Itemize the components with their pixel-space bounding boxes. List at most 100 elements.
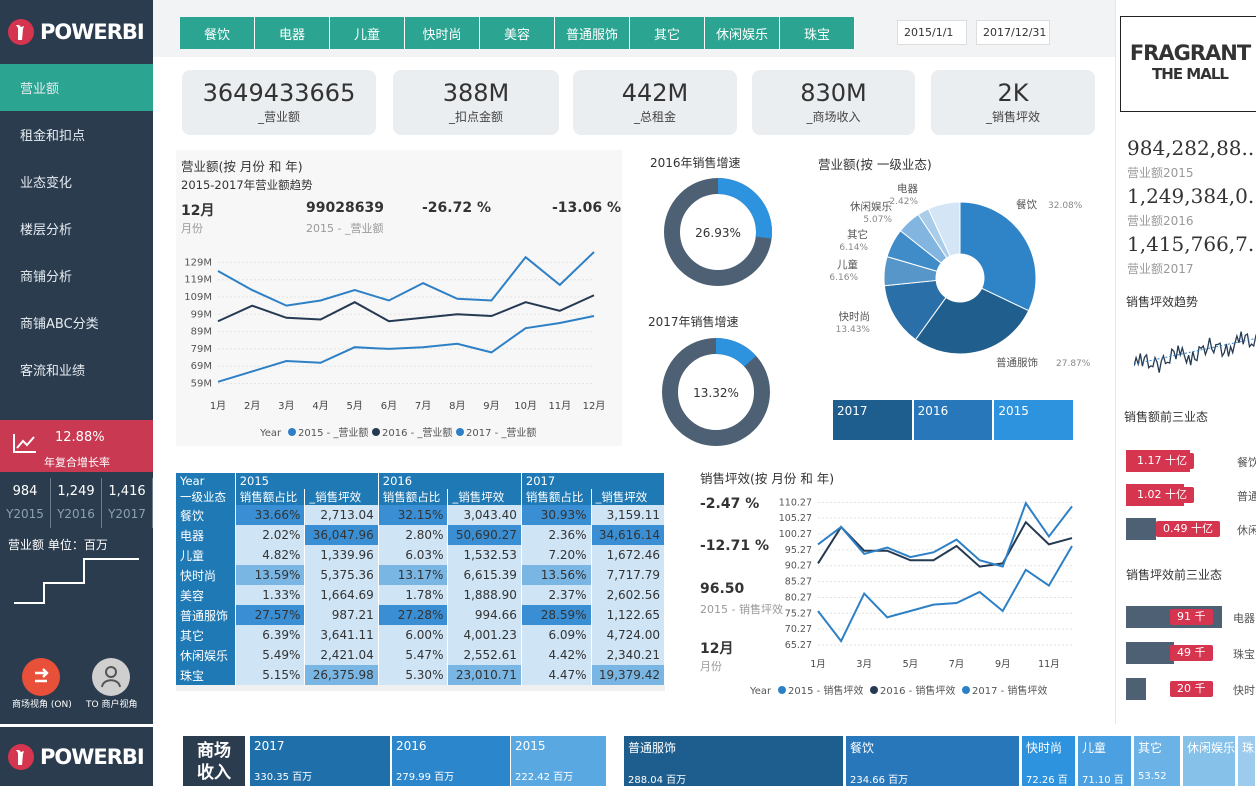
matrix-cell: 1,664.69 <box>304 585 379 605</box>
category-button-4[interactable]: 美容 <box>480 17 555 49</box>
tenant-view-button[interactable] <box>92 658 130 696</box>
y-tick-label: 129M <box>184 257 212 268</box>
treemap-sub: 71.10 百 <box>1082 775 1124 786</box>
x-tick-label: 6月 <box>381 400 397 412</box>
matrix-header-cat: 一级业态 <box>176 489 236 505</box>
top-name: 休闲娱 <box>1237 524 1256 537</box>
unit-label: 营业额 单位：百万 <box>8 538 108 552</box>
y-tick-label: 100.27 <box>779 529 812 540</box>
category-matrix: Year 2015 2016 2017 一级业态 销售额占比 _销售坪效 销售额占比 _销售坪效… <box>176 473 666 691</box>
matrix-cell: 2.37% <box>521 585 592 605</box>
matrix-cell: 4.47% <box>521 665 592 685</box>
matrix-cell: 6.03% <box>378 545 449 565</box>
bottom-strip: POWERBI 商场 收入 2017 330.35 百万 2016 279.99 百万… <box>0 727 1256 786</box>
top-name: 电器 <box>1233 612 1255 625</box>
year-slicer: 2017 2016 2015 <box>833 400 1076 440</box>
sidebar-item-3[interactable]: 楼层分析 <box>20 223 73 238</box>
kpi-label: _营业额 <box>257 110 300 124</box>
treemap-sub: 330.35 百万 <box>254 772 313 783</box>
pie-label-name: 普通服饰 <box>996 356 1038 369</box>
donut-2017-title: 2017年销售增速 <box>648 315 739 329</box>
matrix-cell: 5,375.36 <box>304 565 379 585</box>
matrix-row-name: 休闲娱乐 <box>176 645 236 665</box>
category-button-2[interactable]: 儿童 <box>330 17 405 49</box>
treemap-cat-3[interactable]: 儿童 71.10 百 <box>1078 736 1132 786</box>
pie-label-name: 电器 <box>897 182 918 195</box>
top3b-title: 销售坪效前三业态 <box>1126 568 1223 582</box>
sidebar-item-5[interactable]: 商铺ABC分类 <box>20 317 99 332</box>
sidebar-item-6[interactable]: 客流和业绩 <box>20 364 86 379</box>
legend-dot <box>456 428 464 436</box>
sidebar-item-4[interactable]: 商铺分析 <box>20 270 73 285</box>
y-tick-label: 90.27 <box>785 561 812 572</box>
category-button-0[interactable]: 餐饮 <box>180 17 255 49</box>
matrix-row-name: 其它 <box>176 625 236 645</box>
treemap-sub <box>1238 759 1255 771</box>
pie-slice-7[interactable] <box>927 201 961 257</box>
sidebar-item-1[interactable]: 租金和扣点 <box>20 129 86 144</box>
pie-label-name: 快时尚 <box>839 310 871 323</box>
trend-subtitle: 2015-2017年营业额趋势 <box>181 178 313 192</box>
mall-view-button[interactable] <box>22 658 60 696</box>
brand-line1: FRAGRANT <box>1129 41 1251 65</box>
legend-dot <box>288 428 296 436</box>
year-stat: 984 Y2015 <box>0 478 51 528</box>
category-button-5[interactable]: 普通服饰 <box>555 17 630 49</box>
date-end-input[interactable]: 2017/12/31 <box>976 20 1050 45</box>
legend-entry: 2017 - 销售坪效 <box>972 684 1047 697</box>
treemap-cat-2[interactable]: 快时尚 72.26 百 <box>1022 736 1076 786</box>
donut-label: 26.93% <box>695 226 741 240</box>
category-button-8[interactable]: 珠宝 <box>780 17 855 49</box>
treemap-year-2016[interactable]: 2016 279.99 百万 <box>392 736 510 786</box>
sidebar-item-0[interactable]: 营业额 <box>0 64 153 111</box>
date-start-input[interactable]: 2015/1/1 <box>897 20 967 45</box>
matrix-col-pingxiao: _销售坪效 <box>591 489 666 505</box>
y-tick-label: 109M <box>184 292 212 303</box>
treemap-cat-1[interactable]: 餐饮 234.66 百万 <box>846 736 1020 786</box>
trend-title: 营业额(按 月份 和 年) <box>181 159 303 174</box>
logo-text: POWERBI <box>40 20 145 44</box>
matrix-cell: 994.66 <box>447 605 522 625</box>
x-tick-label: 5月 <box>347 400 363 412</box>
series-line-2 <box>817 501 1073 568</box>
matrix-cell: 6,615.39 <box>447 565 522 585</box>
year-slicer-button-2016[interactable]: 2016 <box>913 400 995 440</box>
matrix-cell: 2,340.21 <box>591 645 666 665</box>
x-tick-label: 1月 <box>810 659 826 670</box>
treemap-cat-5[interactable]: 休闲娱乐 <box>1183 736 1236 786</box>
category-button-3[interactable]: 快时尚 <box>405 17 480 49</box>
category-button-7[interactable]: 休闲娱乐 <box>705 17 780 49</box>
legend-dot <box>870 686 878 694</box>
sidebar-item-2[interactable]: 业态变化 <box>20 176 73 191</box>
pie-slice-0[interactable] <box>959 201 1037 312</box>
treemap-cat-4[interactable]: 其它 53.52 <box>1134 736 1181 786</box>
pingxiao-month-label: 月份 <box>700 660 722 673</box>
kpi-card: 2K _销售坪效 <box>931 70 1095 135</box>
x-tick-label: 5月 <box>903 659 919 670</box>
category-button-6[interactable]: 其它 <box>630 17 705 49</box>
x-tick-label: 2月 <box>244 400 260 412</box>
year-slicer-button-2017[interactable]: 2017 <box>833 400 914 440</box>
treemap-year-2017[interactable]: 2017 330.35 百万 <box>250 736 390 786</box>
donut-label: 13.32% <box>693 386 739 400</box>
sparkline-trend <box>1134 337 1256 365</box>
pie-slice-1[interactable] <box>914 287 1030 355</box>
treemap-cat-0[interactable]: 普通服饰 288.04 百万 <box>624 736 844 786</box>
x-tick-label: 7月 <box>415 400 431 412</box>
revenue-stat-label: 营业额2016 <box>1127 214 1194 228</box>
x-tick-label: 1月 <box>210 400 226 412</box>
pie-label-name: 其它 <box>847 228 868 241</box>
mall-income-title: 商场 收入 <box>183 736 245 786</box>
treemap-cat-6[interactable]: 珠宝 <box>1238 736 1256 786</box>
mall-income-title-1: 商场 <box>197 741 231 761</box>
legend-entry: 2016 - _营业额 <box>382 426 452 439</box>
year-slicer-button-2015[interactable]: 2015 <box>994 400 1076 440</box>
matrix-col-pingxiao: _销售坪效 <box>304 489 379 505</box>
matrix-col-share: 销售额占比 <box>235 489 306 505</box>
kpi-label: _商场收入 <box>806 110 861 124</box>
treemap-label: 珠宝 <box>1242 741 1255 755</box>
treemap-year-2015[interactable]: 2015 222.42 百万 <box>511 736 606 786</box>
matrix-row: 儿童 4.82% 1,339.96 6.03% 1,532.53 7.20% 1,672.4… <box>176 545 666 565</box>
matrix-cell: 2.02% <box>235 525 306 545</box>
category-button-1[interactable]: 电器 <box>255 17 330 49</box>
